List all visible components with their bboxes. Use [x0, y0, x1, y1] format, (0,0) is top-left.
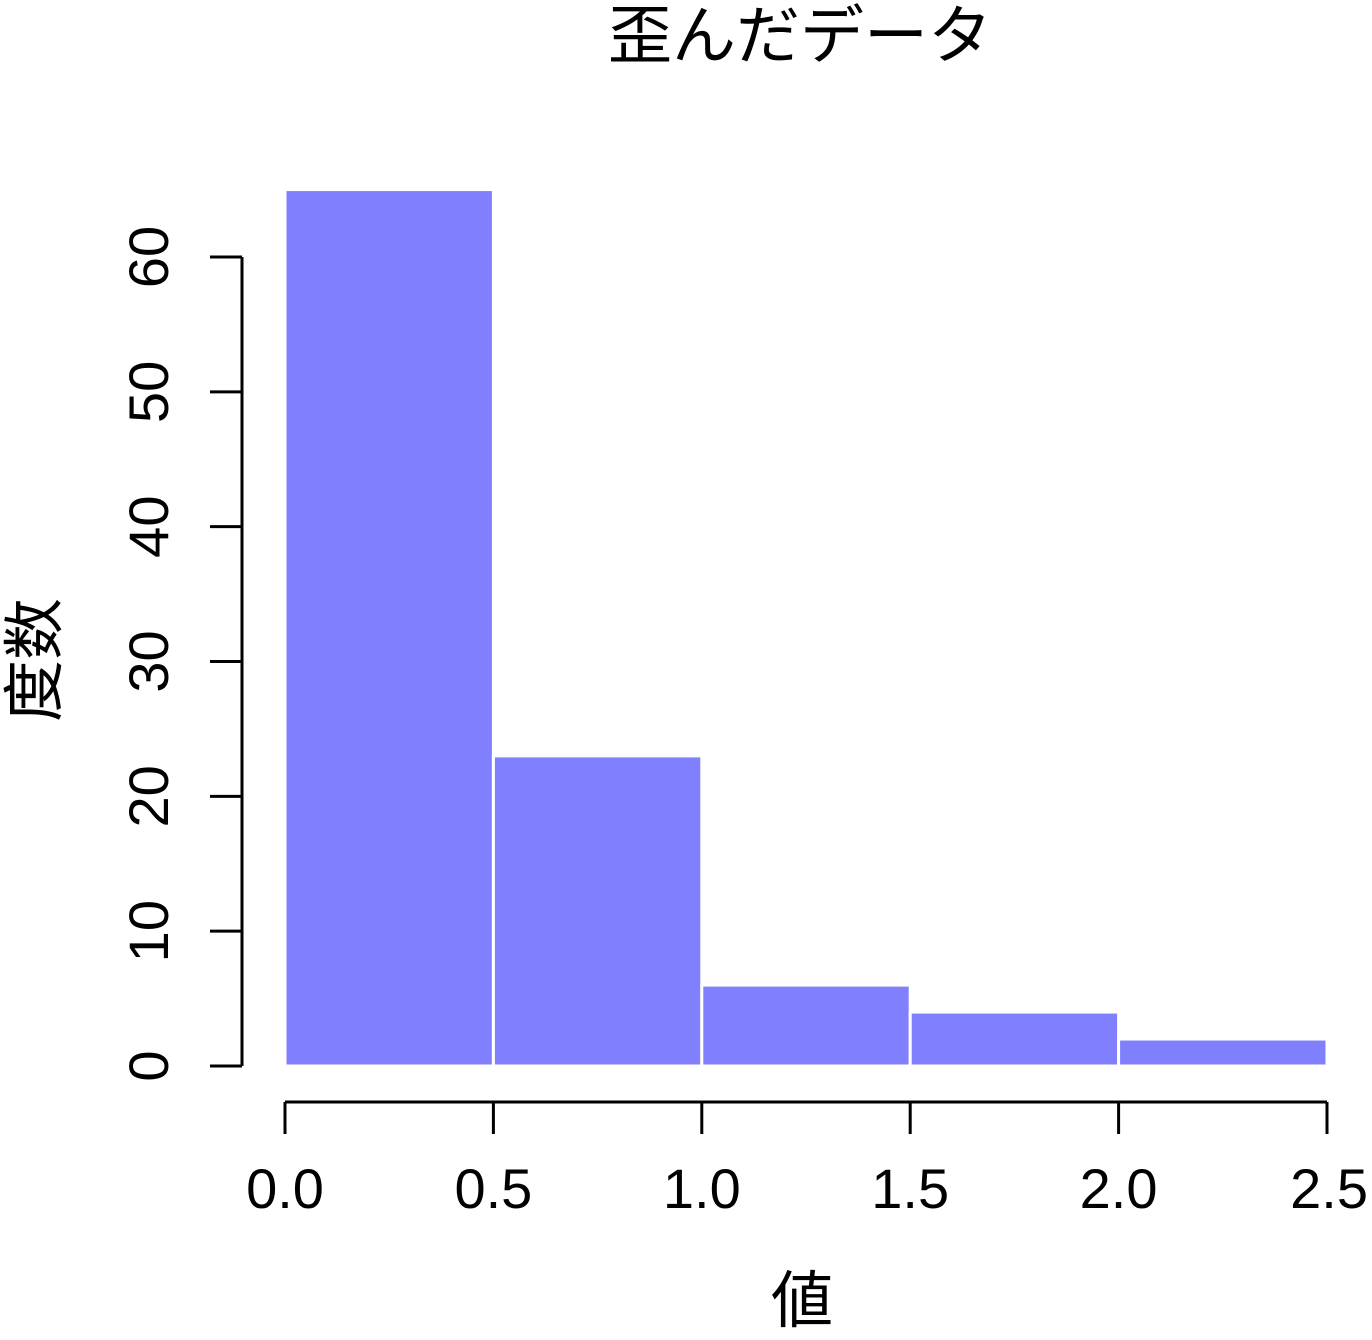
bars-layer	[283, 188, 1329, 1068]
y-axis-label: 度数	[1, 598, 70, 722]
chart-title: 歪んだデータ	[608, 0, 992, 72]
x-tick-label-2: 1.0	[663, 1157, 741, 1220]
x-tick-label-1: 0.5	[454, 1157, 532, 1220]
y-tick-label-6: 60	[117, 226, 180, 288]
y-tick-label-0: 0	[117, 1050, 180, 1081]
x-tick-label-5: 2.5	[1290, 1157, 1368, 1220]
y-tick-label-5: 50	[117, 361, 180, 423]
x-tick-label-3: 1.5	[871, 1157, 949, 1220]
y-tick-label-2: 20	[117, 765, 180, 827]
x-tick-label-4: 2.0	[1080, 1157, 1158, 1220]
x-axis: 0.0 0.5 1.0 1.5 2.0 2.5	[246, 1100, 1368, 1220]
histogram-bar-3	[908, 1010, 1121, 1068]
x-tick-label-0: 0.0	[246, 1157, 324, 1220]
histogram-bar-1	[491, 754, 704, 1068]
y-axis: 0 10 20 30 40 50 60	[117, 226, 244, 1082]
histogram-bar-0	[283, 188, 495, 1068]
histogram-bar-4	[1117, 1037, 1329, 1068]
x-axis-label: 値	[771, 1267, 833, 1335]
histogram-bar-2	[700, 983, 912, 1068]
y-tick-label-3: 30	[117, 630, 180, 692]
y-tick-label-1: 10	[117, 900, 180, 962]
y-tick-label-4: 40	[117, 496, 180, 558]
